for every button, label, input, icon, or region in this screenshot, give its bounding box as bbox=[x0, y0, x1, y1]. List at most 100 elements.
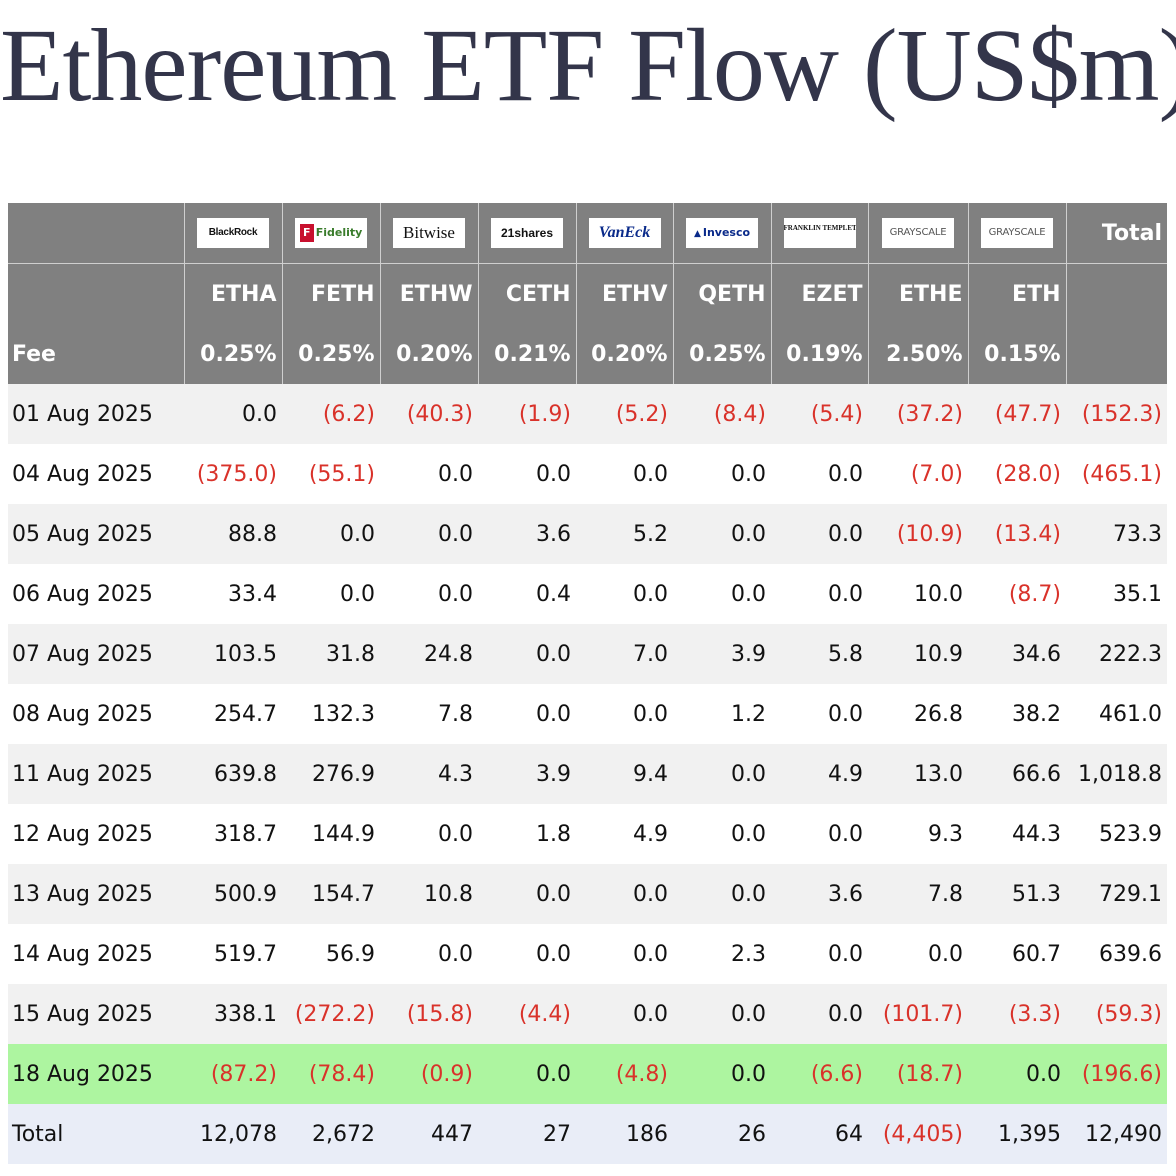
flow-cell: (8.7) bbox=[968, 564, 1066, 624]
date-cell: 06 Aug 2025 bbox=[8, 564, 184, 624]
fee-cell: 0.15% bbox=[968, 324, 1067, 384]
flow-cell: 3.9 bbox=[478, 744, 576, 804]
flow-cell: 0.0 bbox=[673, 744, 771, 804]
fee-cell: 0.25% bbox=[673, 324, 772, 384]
flow-cell: 0.0 bbox=[673, 804, 771, 864]
flow-cell: 0.0 bbox=[673, 504, 771, 564]
table-row: 11 Aug 2025 639.8 276.9 4.3 3.9 9.4 0.0 4.9 13.0… bbox=[8, 744, 1167, 804]
flow-cell: 0.0 bbox=[771, 804, 868, 864]
flow-cell: (15.8) bbox=[380, 984, 478, 1044]
flow-cell: (13.4) bbox=[968, 504, 1066, 564]
flow-cell: 0.0 bbox=[673, 984, 771, 1044]
flow-cell: 0.0 bbox=[868, 924, 968, 984]
flow-cell: (40.3) bbox=[380, 384, 478, 444]
total-cell: 186 bbox=[576, 1104, 673, 1164]
fidelity-logo: F Fidelity bbox=[295, 218, 367, 248]
ticker-row: ETHA FETH ETHW CETH ETHV QETH EZET ETHE ETH bbox=[8, 263, 1167, 324]
ticker-cell: QETH bbox=[673, 263, 772, 324]
table-row: 08 Aug 2025 254.7 132.3 7.8 0.0 0.0 1.2 0.0 26.8… bbox=[8, 684, 1167, 744]
flow-cell: 38.2 bbox=[968, 684, 1066, 744]
flow-cell: (55.1) bbox=[282, 444, 380, 504]
table-row: 05 Aug 2025 88.8 0.0 0.0 3.6 5.2 0.0 0.0 (10.9)(… bbox=[8, 504, 1167, 564]
invesco-logo: ▲ Invesco bbox=[686, 218, 758, 248]
grayscale-logo: GRAYSCALE bbox=[882, 218, 954, 248]
flow-cell: 5.2 bbox=[576, 504, 673, 564]
total-cell: 12,490 bbox=[1066, 1104, 1167, 1164]
flow-cell: 0.0 bbox=[673, 864, 771, 924]
date-cell: 01 Aug 2025 bbox=[8, 384, 184, 444]
fee-row: Fee 0.25% 0.25% 0.20% 0.21% 0.20% 0.25% 0.19% 2.… bbox=[8, 324, 1167, 384]
flow-cell: 0.0 bbox=[184, 384, 282, 444]
flow-cell: 0.0 bbox=[968, 1044, 1066, 1104]
table-row: 04 Aug 2025 (375.0) (55.1) 0.0 0.0 0.0 0.0 0.0(… bbox=[8, 444, 1167, 504]
flow-cell: 1.8 bbox=[478, 804, 576, 864]
total-header: Total bbox=[1066, 203, 1167, 264]
row-total-cell: (465.1) bbox=[1066, 444, 1167, 504]
flow-cell: 0.0 bbox=[576, 864, 673, 924]
flow-cell: 0.4 bbox=[478, 564, 576, 624]
fee-cell: 0.20% bbox=[576, 324, 674, 384]
flow-cell: 0.0 bbox=[576, 444, 673, 504]
flow-cell: 519.7 bbox=[184, 924, 282, 984]
flow-cell: (28.0) bbox=[968, 444, 1066, 504]
row-total-cell: (59.3) bbox=[1066, 984, 1167, 1044]
row-total-cell: (196.6) bbox=[1066, 1044, 1167, 1104]
flow-cell: (375.0) bbox=[184, 444, 282, 504]
ticker-cell: ETHW bbox=[380, 263, 479, 324]
row-total-cell: 35.1 bbox=[1066, 564, 1167, 624]
date-cell: 12 Aug 2025 bbox=[8, 804, 184, 864]
flow-cell: 0.0 bbox=[771, 444, 868, 504]
flow-cell: 13.0 bbox=[868, 744, 968, 804]
flow-cell: 4.9 bbox=[576, 804, 673, 864]
table-row: 12 Aug 2025 318.7 144.9 0.0 1.8 4.9 0.0 0.0 9.3 4… bbox=[8, 804, 1167, 864]
total-cell: 64 bbox=[771, 1104, 868, 1164]
flow-cell: 0.0 bbox=[771, 564, 868, 624]
flow-cell: 3.6 bbox=[478, 504, 576, 564]
flow-cell: (0.9) bbox=[380, 1044, 478, 1104]
blackrock-logo: BlackRock bbox=[197, 218, 269, 248]
flow-cell: (6.2) bbox=[282, 384, 380, 444]
flow-cell: 0.0 bbox=[282, 564, 380, 624]
flow-cell: (3.3) bbox=[968, 984, 1066, 1044]
etf-flow-table: BlackRock F Fidelity Bitwise 21shares Van… bbox=[8, 203, 1167, 1164]
flow-cell: (6.6) bbox=[771, 1044, 868, 1104]
flow-cell: (37.2) bbox=[868, 384, 968, 444]
row-total-cell: 222.3 bbox=[1066, 624, 1167, 684]
flow-cell: 10.9 bbox=[868, 624, 968, 684]
flow-cell: 132.3 bbox=[282, 684, 380, 744]
flow-cell: 0.0 bbox=[478, 924, 576, 984]
flow-cell: 66.6 bbox=[968, 744, 1066, 804]
fee-total-blank bbox=[1066, 324, 1167, 384]
flow-cell: 0.0 bbox=[380, 564, 478, 624]
fee-cell: 0.25% bbox=[282, 324, 381, 384]
flow-cell: 0.0 bbox=[380, 804, 478, 864]
fee-label: Fee bbox=[8, 324, 185, 384]
flow-cell: 0.0 bbox=[576, 564, 673, 624]
flow-cell: 0.0 bbox=[771, 684, 868, 744]
date-cell: 11 Aug 2025 bbox=[8, 744, 184, 804]
flow-cell: 0.0 bbox=[282, 504, 380, 564]
flow-cell: 0.0 bbox=[380, 924, 478, 984]
flow-cell: (8.4) bbox=[673, 384, 771, 444]
flow-cell: (5.4) bbox=[771, 384, 868, 444]
flow-cell: 0.0 bbox=[478, 444, 576, 504]
flow-cell: 56.9 bbox=[282, 924, 380, 984]
flow-cell: 0.0 bbox=[771, 984, 868, 1044]
flow-cell: 2.3 bbox=[673, 924, 771, 984]
total-cell: 27 bbox=[478, 1104, 576, 1164]
table-row: 14 Aug 2025 519.7 56.9 0.0 0.0 0.0 2.3 0.0 0.0 60… bbox=[8, 924, 1167, 984]
flow-cell: 0.0 bbox=[380, 504, 478, 564]
table-row: 07 Aug 2025 103.5 31.8 24.8 0.0 7.0 3.9 5.8 10.9… bbox=[8, 624, 1167, 684]
flow-cell: (101.7) bbox=[868, 984, 968, 1044]
flow-cell: 0.0 bbox=[478, 684, 576, 744]
total-row: Total 12,078 2,672 447 27 186 26 64 (4,405) 1,395… bbox=[8, 1104, 1167, 1164]
flow-cell: 154.7 bbox=[282, 864, 380, 924]
flow-cell: 500.9 bbox=[184, 864, 282, 924]
flow-cell: 144.9 bbox=[282, 804, 380, 864]
table-row: 18 Aug 2025 (87.2) (78.4) (0.9) 0.0 (4.8) 0.0(… bbox=[8, 1044, 1167, 1104]
date-cell: 05 Aug 2025 bbox=[8, 504, 184, 564]
total-cell: (4,405) bbox=[868, 1104, 968, 1164]
bitwise-logo: Bitwise bbox=[393, 218, 465, 248]
flow-cell: 103.5 bbox=[184, 624, 282, 684]
flow-cell: 1.2 bbox=[673, 684, 771, 744]
